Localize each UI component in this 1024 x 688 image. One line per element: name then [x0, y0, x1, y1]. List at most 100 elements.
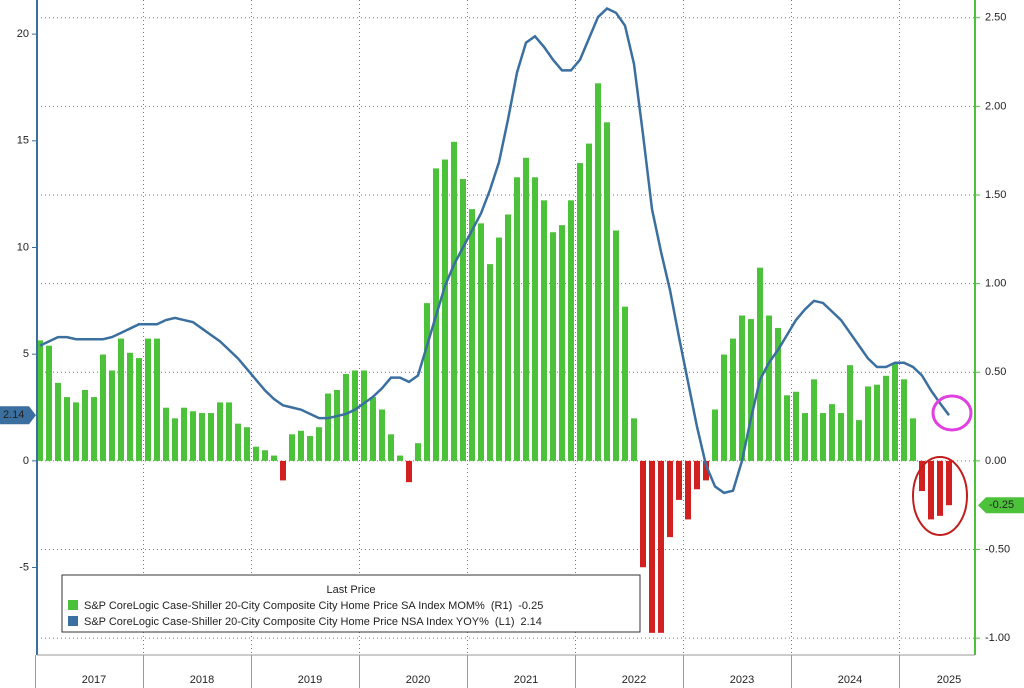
legend-last: -0.25: [518, 600, 543, 612]
bar: [757, 267, 763, 461]
bar: [46, 345, 52, 461]
bar: [820, 413, 826, 461]
y-tick-label: 10: [17, 241, 29, 253]
bar: [442, 159, 448, 461]
x-tick-label: 2020: [406, 674, 430, 686]
bar: [613, 230, 619, 461]
bar: [937, 460, 943, 516]
bar: [352, 370, 358, 461]
bar: [190, 411, 196, 461]
last-value-box: [978, 497, 1024, 514]
bar: [316, 427, 322, 461]
bar: [82, 389, 88, 461]
bar: [451, 141, 457, 461]
bar: [514, 177, 520, 461]
bar: [55, 382, 61, 461]
legend-name: S&P CoreLogic Case-Shiller 20-City Compo…: [84, 600, 485, 612]
bar: [271, 455, 277, 461]
bar: [856, 420, 862, 461]
bar: [649, 460, 655, 633]
bar: [100, 354, 106, 461]
bar: [523, 157, 529, 461]
bar: [118, 338, 124, 461]
y2-tick-label: 0.50: [985, 366, 1006, 378]
bar: [946, 460, 952, 506]
y2-tick-label: 2.50: [985, 12, 1006, 24]
legend-box: [61, 574, 641, 633]
y-tick-label: 5: [23, 348, 29, 360]
bar: [631, 418, 637, 461]
y2-tick-label: -1.00: [985, 632, 1010, 644]
bar: [64, 397, 70, 461]
bar: [181, 407, 187, 461]
bar: [622, 306, 628, 461]
y2-tick-label: 1.00: [985, 278, 1006, 290]
bar: [604, 122, 610, 461]
x-tick-label: 2024: [838, 674, 862, 686]
legend-swatch: [68, 616, 78, 626]
x-tick-label: 2023: [730, 674, 754, 686]
bar: [163, 407, 169, 461]
bar: [478, 223, 484, 461]
bar: [145, 338, 151, 461]
bar: [415, 443, 421, 461]
bar: [73, 402, 79, 461]
bar: [586, 143, 592, 461]
bar: [361, 370, 367, 461]
bar: [883, 375, 889, 461]
highlight-circle: [931, 394, 973, 432]
bar: [667, 460, 673, 538]
bar: [793, 391, 799, 461]
bar: [379, 409, 385, 461]
bar: [208, 413, 214, 461]
bar: [469, 209, 475, 461]
bar: [496, 237, 502, 461]
bar: [127, 352, 133, 461]
bar: [910, 418, 916, 461]
bar: [712, 409, 718, 461]
x-tick-label: 2019: [298, 674, 322, 686]
y-tick-label: 0: [23, 455, 29, 467]
y-tick-label: 20: [17, 28, 29, 40]
bar: [37, 340, 43, 461]
bar: [811, 379, 817, 461]
bar: [217, 402, 223, 461]
bar: [775, 327, 781, 461]
bar: [928, 460, 934, 520]
bar: [829, 404, 835, 461]
bar: [766, 315, 772, 461]
bar: [874, 384, 880, 461]
bar: [919, 460, 925, 492]
bar: [838, 413, 844, 461]
bar: [388, 434, 394, 461]
legend-title: Last Price: [327, 584, 376, 596]
bar: [199, 413, 205, 461]
bar: [235, 423, 241, 461]
bar: [577, 163, 583, 461]
line: [39, 7, 950, 495]
legend: Last Price S&P CoreLogic Case-Shiller 20…: [61, 574, 641, 633]
last-value-label: 2.14: [3, 409, 24, 421]
bar: [307, 436, 313, 461]
bar: [424, 303, 430, 461]
bar: [172, 418, 178, 461]
bar: [532, 177, 538, 461]
x-tick-label: 2022: [622, 674, 646, 686]
last-value-box: [0, 406, 36, 425]
bar: [847, 365, 853, 461]
y-tick-label: 15: [17, 135, 29, 147]
bar: [658, 460, 664, 633]
bar: [730, 338, 736, 461]
legend-axis: (L1): [495, 616, 515, 628]
bar: [748, 319, 754, 461]
y2-tick-label: -0.50: [985, 543, 1010, 555]
bar: [406, 460, 412, 483]
bar: [226, 402, 232, 461]
bar: [550, 232, 556, 461]
legend-swatch: [68, 600, 78, 610]
bar: [559, 225, 565, 461]
last-value-label: -0.25: [989, 499, 1014, 511]
x-tick-label: 2018: [190, 674, 214, 686]
